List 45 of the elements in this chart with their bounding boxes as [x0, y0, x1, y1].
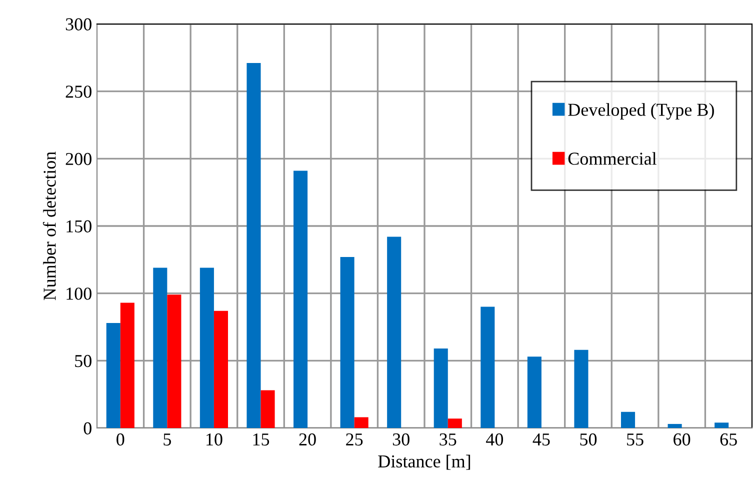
bar — [480, 306, 495, 428]
bar — [354, 417, 368, 428]
x-tick-label: 25 — [346, 433, 363, 446]
bar — [167, 294, 182, 428]
x-tick-label: 30 — [392, 433, 410, 446]
bar — [668, 424, 682, 428]
x-tick-label: 55 — [627, 434, 644, 446]
bar — [574, 350, 588, 428]
x-tick-label: 60 — [674, 433, 690, 446]
x-tick-label: 5 — [164, 434, 171, 446]
bar — [527, 356, 542, 428]
bar — [153, 268, 168, 428]
x-tick-label: 35 — [440, 433, 456, 446]
y-tick-label: 50 — [75, 354, 92, 368]
bar — [200, 268, 214, 428]
y-tick-label: 250 — [66, 86, 92, 98]
bar — [294, 170, 308, 428]
bar — [434, 348, 448, 428]
bar — [260, 390, 275, 428]
x-axis-title: Distance [m] — [378, 454, 470, 470]
x-tick-label: 10 — [206, 433, 222, 446]
bar — [246, 63, 261, 428]
x-tick-label: 50 — [580, 433, 597, 446]
y-tick-label: 100 — [66, 288, 92, 300]
y-tick-label: 150 — [66, 220, 92, 232]
bar — [340, 256, 354, 428]
bar — [120, 302, 134, 428]
x-tick-label: 0 — [116, 433, 124, 446]
bar — [387, 236, 402, 428]
x-tick-label: 15 — [253, 433, 270, 446]
legend-label: Developed (Type B) — [568, 103, 714, 120]
y-tick-label: 300 — [66, 18, 92, 30]
bar — [214, 310, 228, 428]
x-tick-label: 20 — [299, 433, 316, 446]
legend-label: Commercial — [568, 152, 656, 165]
x-tick-label: 40 — [486, 433, 504, 446]
x-tick-label: 65 — [720, 433, 737, 446]
y-tick-label: 200 — [66, 152, 92, 166]
bar — [621, 412, 636, 428]
x-tick-label: 45 — [532, 434, 550, 446]
y-tick-label: 0 — [84, 422, 92, 434]
bar — [448, 418, 462, 428]
bar — [106, 322, 120, 428]
y-axis-title: Number of detection — [42, 152, 56, 300]
bar — [714, 422, 729, 428]
